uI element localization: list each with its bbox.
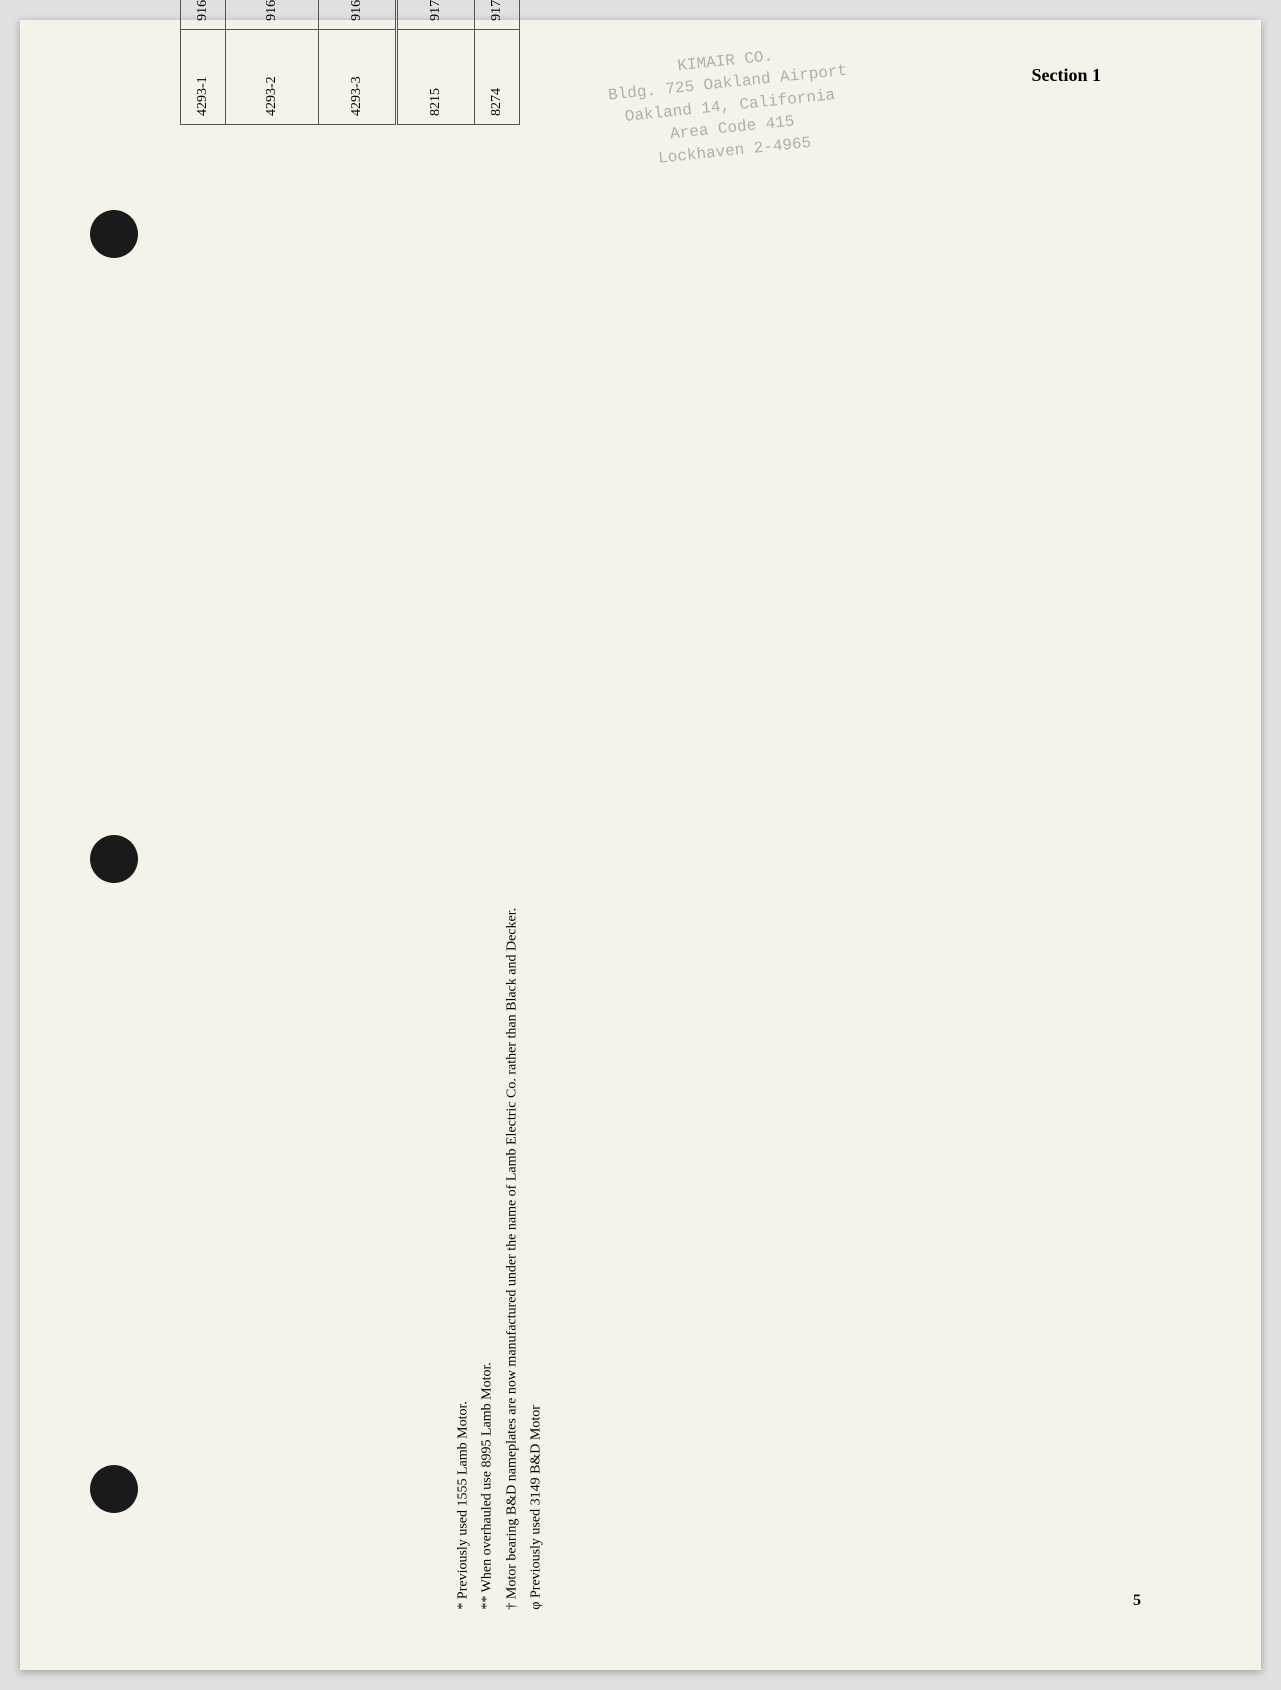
footnote: φ Previously used 3149 B&D Motor [526, 760, 548, 1610]
punch-hole [90, 835, 138, 883]
section-label: Section 1 [1032, 65, 1102, 86]
table-cell: 4293-2 [226, 29, 319, 124]
footnote: † Motor bearing B&D nameplates are now m… [501, 760, 523, 1610]
table-cell: 8274 [475, 29, 520, 124]
page-number: 5 [1133, 1592, 1141, 1610]
table-row: 82159170A-1H-2Water200 gph2.00Delco31481… [397, 0, 475, 125]
table-cell: 4293-1 [181, 29, 226, 124]
document-page: Section 1 KIMAIR CO. Bldg. 725 Oakland A… [20, 20, 1261, 1670]
footnote: ** When overhauled use 8995 Lamb Motor. [477, 760, 499, 1610]
company-stamp: KIMAIR CO. Bldg. 725 Oakland Airport Oak… [605, 38, 855, 174]
table-cell: 9169AA [181, 0, 226, 29]
table-row: 82749170A-1H-2Water200 gph2.00Lamb†89961… [475, 0, 520, 125]
table-row: 4293-39169AAA-2H-4Water400 gph2.60Lamb†8… [319, 0, 397, 125]
pump-specifications-table: 4293-19169AAA-2H-4Water400 gph2.60Lamb†8… [180, 0, 520, 125]
table-cell: 9170 [397, 0, 475, 29]
table-row: 4293-29169AAA-2H-4Water400 gph2.60Lamb†8… [226, 0, 319, 125]
table-cell: 9169AA [226, 0, 319, 29]
table-cell: 8215 [397, 29, 475, 124]
footnote: * Previously used 1555 Lamb Motor. [452, 760, 474, 1610]
data-table-container: 4293-19169AAA-2H-4Water400 gph2.60Lamb†8… [180, 0, 520, 125]
table-cell: 9170 [475, 0, 520, 29]
punch-hole [90, 1465, 138, 1513]
table-cell: 4293-3 [319, 29, 397, 124]
punch-hole [90, 210, 138, 258]
footnotes: * Previously used 1555 Lamb Motor. ** Wh… [452, 760, 550, 1610]
table-row: 4293-19169AAA-2H-4Water400 gph2.60Lamb†8… [181, 0, 226, 125]
table-cell: 9169AA [319, 0, 397, 29]
